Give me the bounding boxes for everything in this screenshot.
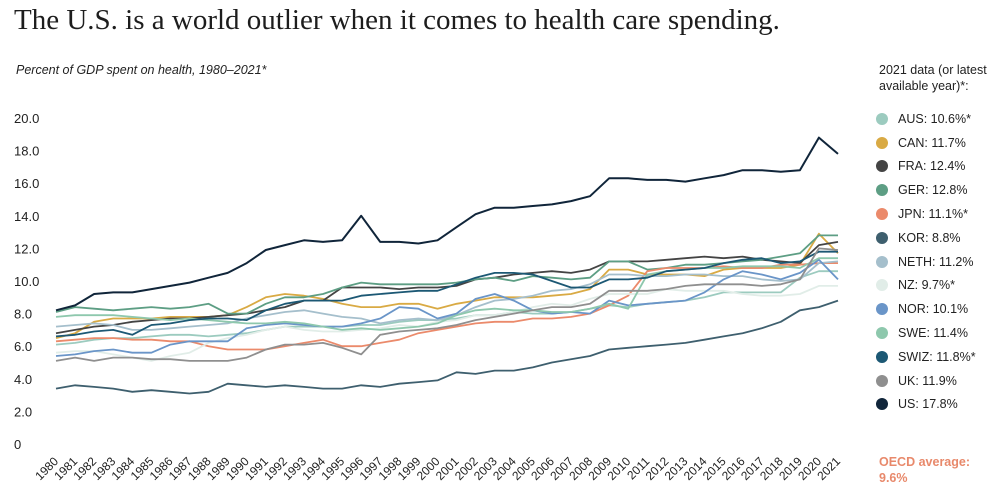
legend-item: GER: 12.8% <box>876 178 998 202</box>
legend-item: AUS: 10.6%* <box>876 107 998 131</box>
x-axis: 1980198119821983198419851986198719881989… <box>32 454 843 483</box>
legend-swatch <box>876 350 888 363</box>
oecd-average-value: 9.6% <box>879 471 908 485</box>
series-line <box>55 136 839 312</box>
legend-swatch <box>876 279 888 292</box>
legend-item: US: 17.8% <box>876 393 998 417</box>
y-tick-label: 8.0 <box>14 307 32 322</box>
legend-item: NETH: 11.2% <box>876 250 998 274</box>
legend-label: AUS: 10.6%* <box>898 111 971 126</box>
y-tick-label: 4.0 <box>14 372 32 387</box>
legend-title: 2021 data (or latest available year)*: <box>879 63 987 93</box>
chart-subtitle: Percent of GDP spent on health, 1980–202… <box>16 63 267 77</box>
legend-label: CAN: 11.7% <box>898 135 966 150</box>
legend-label: KOR: 8.8% <box>898 230 961 245</box>
y-tick-label: 20.0 <box>14 111 39 126</box>
x-tick-label: 2021 <box>814 454 843 483</box>
legend-label: GER: 12.8% <box>898 183 968 198</box>
legend-swatch <box>876 160 888 173</box>
legend: AUS: 10.6%* CAN: 11.7% FRA: 12.4% GER: 12.8… <box>876 107 998 416</box>
series-line <box>55 247 839 362</box>
legend-item: SWIZ: 11.8%* <box>876 345 998 369</box>
y-tick-label: 6.0 <box>14 339 32 354</box>
legend-item: KOR: 8.8% <box>876 226 998 250</box>
legend-swatch <box>876 231 888 244</box>
legend-swatch <box>876 136 888 149</box>
legend-label: UK: 11.9% <box>898 373 957 388</box>
oecd-average: OECD average: 9.6% <box>879 454 970 486</box>
series-line <box>55 258 839 357</box>
series-lines <box>55 136 839 395</box>
legend-label: FRA: 12.4% <box>898 159 966 174</box>
legend-label: SWIZ: 11.8%* <box>898 349 976 364</box>
y-tick-label: 14.0 <box>14 209 39 224</box>
legend-item: JPN: 11.1%* <box>876 202 998 226</box>
series-line <box>55 299 839 395</box>
y-tick-label: 12.0 <box>14 241 39 256</box>
y-tick-label: 2.0 <box>14 404 32 419</box>
legend-item: CAN: 11.7% <box>876 131 998 155</box>
legend-label: US: 17.8% <box>898 397 958 412</box>
page-title: The U.S. is a world outlier when it come… <box>14 4 780 36</box>
legend-item: NZ: 9.7%* <box>876 274 998 298</box>
legend-label: NZ: 9.7%* <box>898 278 955 293</box>
series-line <box>55 250 838 338</box>
series-line <box>55 260 839 331</box>
y-tick-label: 18.0 <box>14 144 39 159</box>
legend-label: SWE: 11.4% <box>898 326 968 341</box>
legend-swatch <box>876 398 888 411</box>
y-tick-label: 10.0 <box>14 274 39 289</box>
legend-label: NETH: 11.2% <box>898 254 974 269</box>
oecd-average-label: OECD average: <box>879 455 971 469</box>
series-line <box>55 234 838 315</box>
legend-swatch <box>876 303 888 316</box>
legend-swatch <box>876 255 888 268</box>
legend-swatch <box>876 374 888 387</box>
legend-swatch <box>876 208 888 221</box>
legend-item: NOR: 10.1% <box>876 297 998 321</box>
y-axis: 0 2.0 4.0 6.0 8.0 10.0 12.0 14.0 16.0 18.0 20.0 <box>14 111 39 452</box>
legend-item: SWE: 11.4% <box>876 321 998 345</box>
y-tick-label: 16.0 <box>14 176 39 191</box>
legend-label: JPN: 11.1%* <box>898 207 968 222</box>
legend-swatch <box>876 184 888 197</box>
legend-item: UK: 11.9% <box>876 369 998 393</box>
legend-swatch <box>876 112 888 125</box>
y-tick-label: 0 <box>14 437 21 452</box>
legend-label: NOR: 10.1% <box>898 302 969 317</box>
legend-item: FRA: 12.4% <box>876 155 998 179</box>
legend-swatch <box>876 327 888 340</box>
line-chart: 0 2.0 4.0 6.0 8.0 10.0 12.0 14.0 16.0 18.0 20.0 19… <box>14 111 843 483</box>
